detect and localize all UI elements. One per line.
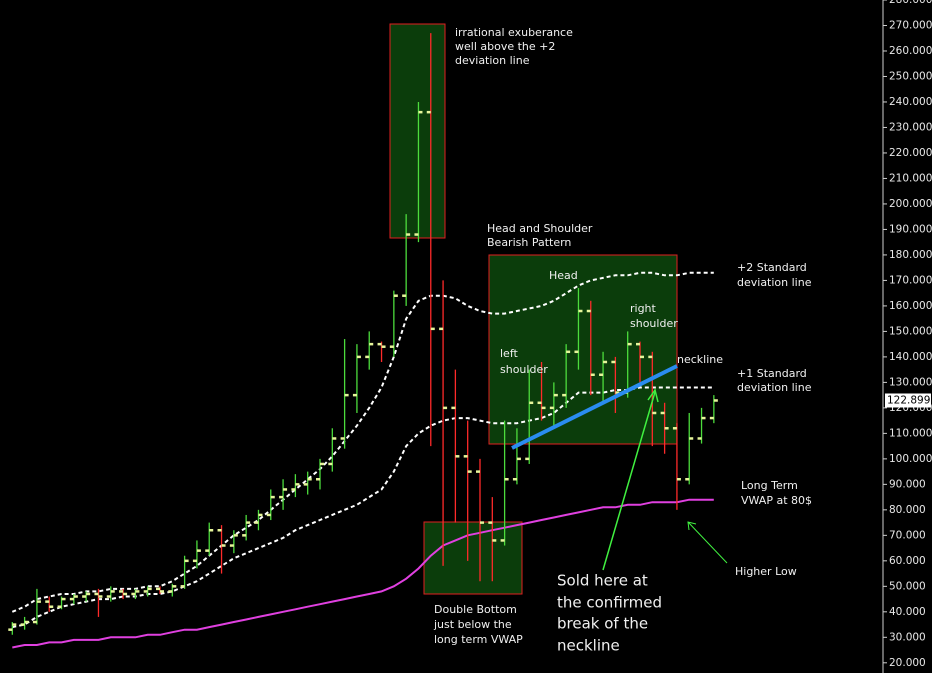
annotation: deviation line — [737, 381, 812, 394]
y-tick-label: 100.000 — [889, 453, 932, 465]
annotation: Higher Low — [735, 565, 797, 578]
y-tick-label: 160.000 — [889, 300, 932, 312]
annotation: long term VWAP — [434, 633, 523, 646]
y-tick-label: 230.000 — [889, 121, 932, 133]
annotation: deviation line — [737, 276, 812, 289]
y-tick-label: 260.000 — [889, 45, 932, 57]
y-tick-label: 40.000 — [889, 606, 926, 618]
annotation: VWAP at 80$ — [741, 494, 812, 507]
annotation: Double Bottom — [434, 603, 517, 616]
overlay-line — [11, 271, 714, 613]
y-tick-label: 200.000 — [889, 198, 932, 210]
last-price-box — [885, 393, 931, 408]
y-tick-label: 110.000 — [889, 427, 932, 439]
annotation: Head and Shoulder — [487, 222, 593, 235]
last-price-label: 122.899 — [887, 394, 930, 406]
y-tick-label: 130.000 — [889, 376, 932, 388]
annotation: the confirmed — [557, 594, 662, 612]
annotation: Long Term — [741, 479, 798, 492]
plot — [8, 33, 718, 649]
overlay-line — [12, 498, 714, 649]
y-tick-label: 150.000 — [889, 325, 932, 337]
highlight-box — [389, 23, 446, 239]
annotation: +1 Standard — [737, 367, 807, 380]
annotation: deviation line — [455, 54, 530, 67]
neckline — [511, 364, 678, 450]
y-tick-label: 50.000 — [889, 580, 926, 592]
annotation: Head — [549, 269, 578, 282]
annotation: +2 Standard — [737, 261, 807, 274]
y-tick-label: 30.000 — [889, 631, 926, 643]
y-tick-label: 20.000 — [889, 657, 926, 669]
y-tick-label: 140.000 — [889, 351, 932, 363]
annotation: Bearish Pattern — [487, 236, 571, 249]
arrow — [687, 521, 728, 564]
annotation: neckline — [557, 637, 620, 655]
y-tick-label: 240.000 — [889, 96, 932, 108]
annotation: break of the — [557, 615, 648, 633]
y-tick-label: 280.000 — [889, 0, 932, 6]
annotation: left — [500, 347, 519, 360]
y-tick-label: 220.000 — [889, 147, 932, 159]
y-tick-label: 270.000 — [889, 19, 932, 31]
y-tick-label: 180.000 — [889, 249, 932, 261]
y-tick-label: 250.000 — [889, 70, 932, 82]
annotation: just below the — [433, 618, 512, 631]
arrow-head — [687, 521, 697, 531]
annotation: right — [630, 302, 657, 315]
y-tick-label: 80.000 — [889, 504, 926, 516]
annotation: well above the +2 — [455, 40, 555, 53]
annotation: Sold here at — [557, 572, 648, 590]
y-tick-label: 170.000 — [889, 274, 932, 286]
annotations: irrational exuberance well above the +2 … — [433, 26, 812, 655]
y-tick-label: 90.000 — [889, 478, 926, 490]
annotation: shoulder — [500, 363, 548, 376]
y-tick-label: 210.000 — [889, 172, 932, 184]
overlay-line — [12, 386, 714, 629]
arrow — [602, 391, 656, 571]
y-tick-label: 70.000 — [889, 529, 926, 541]
y-tick-label: 60.000 — [889, 555, 926, 567]
annotation: neckline — [677, 353, 723, 366]
highlight-box — [423, 521, 523, 595]
y-axis-ticks: 20.000 30.000 40.000 50.000 60.000 70.000 80.0… — [883, 0, 932, 669]
arrow-head — [647, 388, 659, 403]
y-tick-label: 190.000 — [889, 223, 932, 235]
annotation: irrational exuberance — [455, 26, 573, 39]
annotation: shoulder — [630, 317, 678, 330]
